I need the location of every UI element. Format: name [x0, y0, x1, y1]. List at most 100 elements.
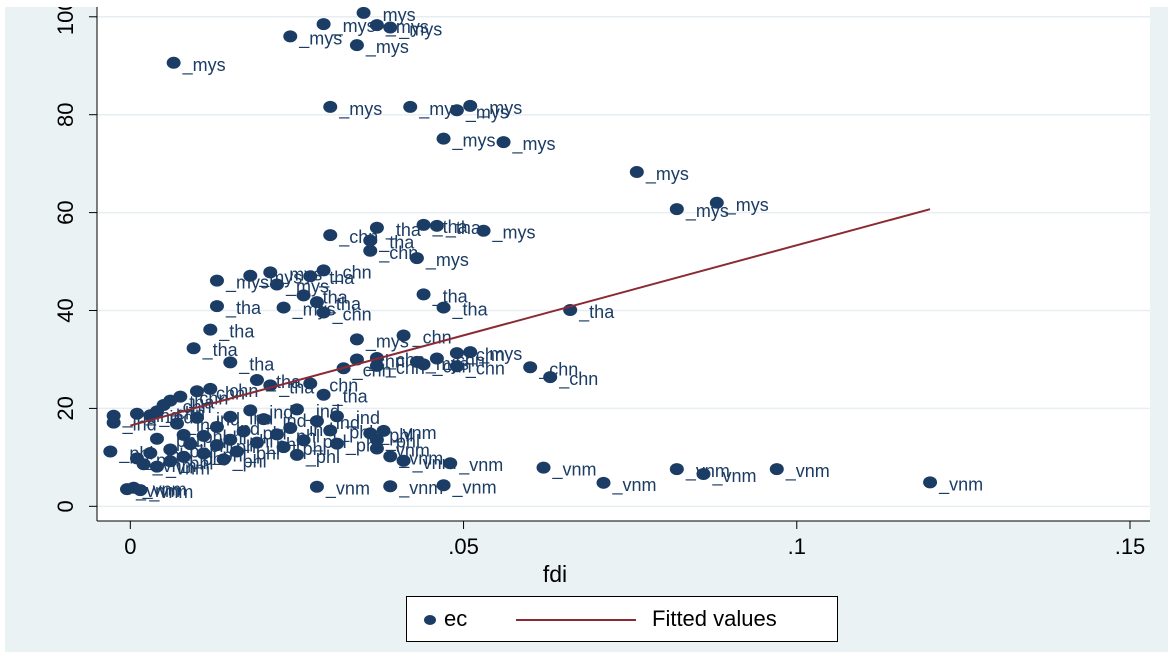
data-point-label: _chn — [465, 345, 505, 366]
data-point — [669, 463, 684, 476]
data-point-label: _chn — [332, 262, 372, 283]
data-point — [283, 421, 298, 434]
data-point — [186, 342, 201, 355]
data-point — [383, 450, 398, 463]
data-point-label: _mys — [372, 7, 416, 26]
data-point-label: _mys — [478, 98, 522, 119]
x-tick-label: 0 — [124, 534, 136, 559]
y-tick-label: 0 — [53, 500, 78, 512]
data-point — [349, 39, 364, 52]
data-point — [543, 371, 558, 384]
data-point — [149, 432, 164, 445]
y-tick-label: 80 — [53, 102, 78, 126]
data-point — [209, 274, 224, 287]
data-point-label: _tha — [578, 302, 615, 323]
data-point — [136, 458, 151, 471]
data-point — [236, 425, 251, 438]
data-point — [309, 415, 324, 428]
data-point — [103, 445, 118, 458]
data-point — [316, 264, 331, 277]
data-point-label: _tha — [332, 387, 369, 408]
data-point — [283, 30, 298, 43]
data-point — [416, 218, 431, 231]
data-point — [696, 468, 711, 481]
data-point-label: _chn — [205, 383, 245, 404]
data-point — [229, 445, 244, 458]
data-point — [369, 221, 384, 234]
data-point — [323, 424, 338, 437]
data-point-label: _mys — [492, 223, 536, 244]
data-point — [176, 450, 191, 463]
data-point — [349, 333, 364, 346]
data-point-label: _mys — [478, 344, 522, 365]
data-point-label: _vnm — [398, 448, 443, 469]
data-point-label: _chn — [188, 389, 228, 410]
data-point — [149, 460, 164, 473]
data-point — [196, 429, 211, 442]
fitted-line-layer — [130, 208, 931, 427]
data-point — [443, 457, 458, 470]
data-point — [356, 7, 371, 19]
data-point — [449, 104, 464, 117]
data-point — [289, 403, 304, 416]
data-point — [243, 404, 258, 417]
data-point-label: _vnm — [412, 453, 457, 474]
data-point-label: _tha — [218, 322, 255, 343]
data-point-label: _phl — [305, 447, 340, 468]
data-point — [769, 463, 784, 476]
data-point — [496, 136, 511, 149]
data-point — [223, 356, 238, 369]
x-axis-label: fdi — [543, 561, 567, 587]
data-point — [376, 424, 391, 437]
data-point-label: _tha — [202, 340, 239, 361]
data-point-label: _ind — [122, 408, 157, 429]
legend-label-ec: ec — [444, 606, 468, 631]
data-point — [119, 483, 134, 496]
axes: 0 20 40 60 80 100 0 .05 .1 .15 — [53, 7, 1150, 559]
data-point-label: _vnm — [392, 423, 437, 444]
data-point-label: _ind — [185, 416, 220, 437]
data-point — [303, 377, 318, 390]
data-point-label: _vnm — [142, 480, 187, 501]
data-point — [303, 270, 318, 283]
data-point-label: _tha — [225, 298, 262, 319]
y-tick-label: 60 — [53, 200, 78, 224]
data-point — [396, 329, 411, 342]
data-point-label: _vnm — [938, 474, 983, 495]
data-point — [669, 203, 684, 216]
data-point — [249, 436, 264, 449]
data-point-label: _vnm — [552, 460, 597, 481]
data-point-label: _mys — [182, 55, 226, 76]
data-point-label: _mys — [385, 17, 429, 38]
data-point-label: _chn — [412, 327, 452, 348]
data-point — [449, 360, 464, 373]
data-point — [476, 224, 491, 237]
data-point — [429, 219, 444, 232]
legend-marker-fitted — [516, 619, 636, 621]
data-point — [183, 438, 198, 451]
data-point — [289, 448, 304, 461]
data-point — [163, 455, 178, 468]
x-tick-label: .1 — [788, 534, 806, 559]
data-point-label: _vnm — [785, 461, 830, 482]
data-point-label: _chn — [352, 360, 392, 381]
data-point-label: _phl — [192, 449, 227, 470]
data-point — [523, 361, 538, 374]
data-point — [709, 196, 724, 209]
data-point-label: _vnm — [165, 459, 210, 480]
chart-legend: ec Fitted values — [406, 596, 838, 642]
chart-background: 0 20 40 60 80 100 0.05.1.15 _mys _mys _mys _mys _m… — [5, 7, 1168, 652]
data-point — [133, 484, 148, 497]
data-point — [296, 434, 311, 447]
data-point — [329, 437, 344, 450]
data-point-label: _mys — [645, 164, 689, 185]
y-tick-label: 40 — [53, 298, 78, 322]
data-point — [383, 21, 398, 34]
data-point-label: _mys — [338, 99, 382, 120]
data-point-label: _mys — [365, 331, 409, 352]
data-point — [296, 289, 311, 302]
data-point — [316, 388, 331, 401]
data-point — [463, 346, 478, 359]
data-point — [436, 479, 451, 492]
data-point — [536, 461, 551, 474]
